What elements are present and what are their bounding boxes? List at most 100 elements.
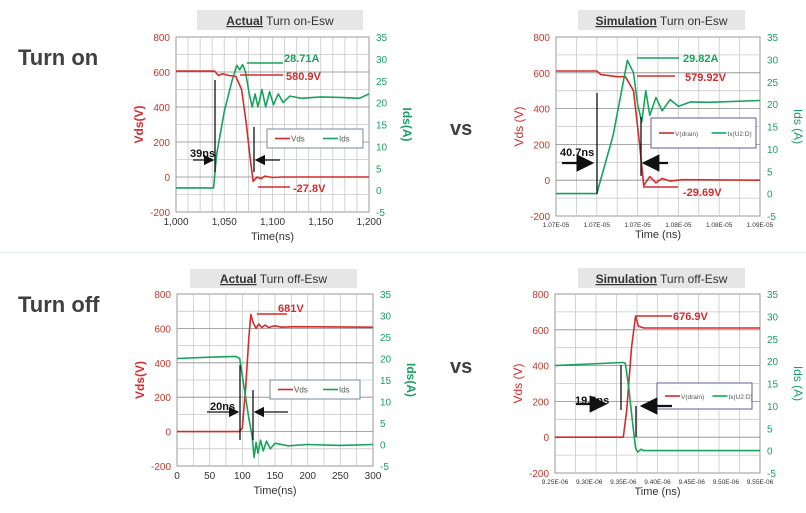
x-tick-label: 9.45E-06 [678, 479, 705, 486]
y-axis-label: Vds (V) [512, 106, 526, 146]
chart-title-bold: Actual [220, 272, 257, 286]
annotation-label: 19.8ns [575, 395, 609, 407]
y-tick-label: 400 [532, 362, 549, 373]
y2-axis-label: Ids(A) [400, 108, 414, 142]
x-axis-label: Time (ns) [635, 229, 681, 241]
y-tick-label: -200 [150, 208, 170, 219]
y-tick-label: 400 [154, 359, 171, 370]
y-tick-label: 200 [532, 397, 549, 408]
x-tick-label: 9.30E-06 [576, 479, 603, 486]
y2-tick-label: 25 [376, 77, 388, 88]
y2-tick-label: 20 [380, 355, 392, 366]
legend-entry: Ix(U2:D) [729, 394, 753, 401]
y-tick-label: -200 [529, 469, 549, 480]
y-tick-label: 200 [154, 393, 171, 404]
vs-label-bottom: vs [450, 356, 473, 378]
chart-1: Simulation Turn on-Esw-2000200400600800-… [512, 10, 805, 241]
y2-tick-label: 20 [376, 99, 388, 110]
x-tick-label: 1.07E-05 [624, 222, 651, 229]
series-line-vds [555, 315, 760, 439]
x-tick-label: 9.40E-06 [644, 479, 671, 486]
legend [269, 379, 361, 400]
chart-title: Simulation Turn on-Esw [595, 14, 727, 28]
chart-2: Actual Turn off-Esw-2000200400600800-505… [133, 269, 418, 497]
x-tick-label: 1.09E-05 [747, 222, 774, 229]
y2-tick-label: 0 [767, 190, 773, 201]
y-tick-label: 200 [533, 140, 550, 151]
annotation-label: 676.9V [673, 311, 709, 323]
y2-axis-label: Ids (A) [791, 366, 805, 401]
chart-title: Actual Turn off-Esw [220, 272, 327, 286]
y-tick-label: 400 [153, 103, 170, 114]
x-axis-label: Time(ns) [251, 231, 294, 243]
y2-tick-label: 15 [380, 376, 392, 387]
y2-tick-label: 35 [767, 290, 779, 301]
y2-tick-label: 30 [380, 312, 392, 323]
vs-label-top: vs [450, 118, 473, 140]
chart-title-rest: Turn off-Esw [257, 272, 328, 286]
y-tick-label: 800 [533, 33, 550, 44]
series-line-ids [176, 63, 370, 189]
series-line-ids [556, 59, 761, 195]
y2-tick-label: 30 [767, 55, 779, 66]
row-divider [0, 252, 806, 253]
x-tick-label: 1,050 [212, 217, 237, 228]
y2-tick-label: 5 [376, 164, 382, 175]
y2-axis-label: Ids (A) [791, 109, 805, 144]
legend-entry: Ids [339, 135, 350, 144]
y-tick-label: 800 [532, 290, 549, 301]
series-line-vds [177, 313, 374, 433]
series-line-vds [556, 70, 761, 187]
turn-on-label: Turn on [18, 45, 99, 70]
x-tick-label: 1.08E-05 [665, 222, 692, 229]
y2-tick-label: 20 [767, 357, 779, 368]
y-tick-label: -200 [530, 212, 550, 223]
y-tick-label: 600 [154, 324, 171, 335]
y2-tick-label: 0 [767, 447, 773, 458]
y2-tick-label: 30 [767, 312, 779, 323]
x-tick-label: 1.07E-05 [584, 222, 611, 229]
x-tick-label: 9.25E-06 [542, 479, 569, 486]
y2-tick-label: 25 [767, 335, 779, 346]
x-tick-label: 250 [332, 471, 349, 482]
x-tick-label: 1,000 [163, 217, 188, 228]
x-tick-label: 1,200 [356, 217, 381, 228]
x-tick-label: 1.07E-05 [543, 222, 570, 229]
y2-tick-label: 5 [380, 419, 386, 430]
chart-title: Simulation Turn off-Esw [596, 272, 728, 286]
legend-entry: V(drain) [675, 131, 698, 138]
y-tick-label: 0 [544, 176, 550, 187]
legend-entry: Vds [294, 386, 308, 395]
y2-tick-label: -5 [376, 208, 385, 219]
x-tick-label: 100 [234, 471, 251, 482]
y2-tick-label: 25 [380, 333, 392, 344]
legend-entry: Vds [291, 135, 305, 144]
y2-tick-label: 20 [767, 100, 779, 111]
y2-tick-label: 25 [767, 78, 779, 89]
y2-tick-label: 0 [376, 186, 382, 197]
y2-tick-label: 35 [380, 290, 392, 301]
y2-tick-label: 35 [376, 33, 388, 44]
y-tick-label: 0 [543, 433, 549, 444]
annotation-label: 40.7ns [560, 147, 594, 159]
legend [650, 117, 757, 149]
y-tick-label: 400 [533, 105, 550, 116]
y2-tick-label: 5 [767, 167, 773, 178]
y-tick-label: 200 [153, 138, 170, 149]
annotation-label: 580.9V [286, 71, 322, 83]
x-tick-label: 9.50E-06 [713, 479, 740, 486]
y2-tick-label: 15 [767, 380, 779, 391]
legend-entry: V(drain) [681, 394, 704, 401]
annotation-label: -29.69V [683, 187, 722, 199]
y-tick-label: 0 [164, 173, 170, 184]
y2-tick-label: 10 [767, 145, 779, 156]
annotation-label: 20ns [210, 401, 235, 413]
y2-tick-label: 15 [376, 121, 388, 132]
y2-tick-label: 0 [380, 441, 386, 452]
y-tick-label: 800 [153, 33, 170, 44]
y-tick-label: 600 [533, 69, 550, 80]
chart-title-box [190, 269, 357, 288]
y2-tick-label: 10 [376, 142, 388, 153]
y-tick-label: 800 [154, 290, 171, 301]
chart-title: Actual Turn on-Esw [226, 14, 334, 28]
